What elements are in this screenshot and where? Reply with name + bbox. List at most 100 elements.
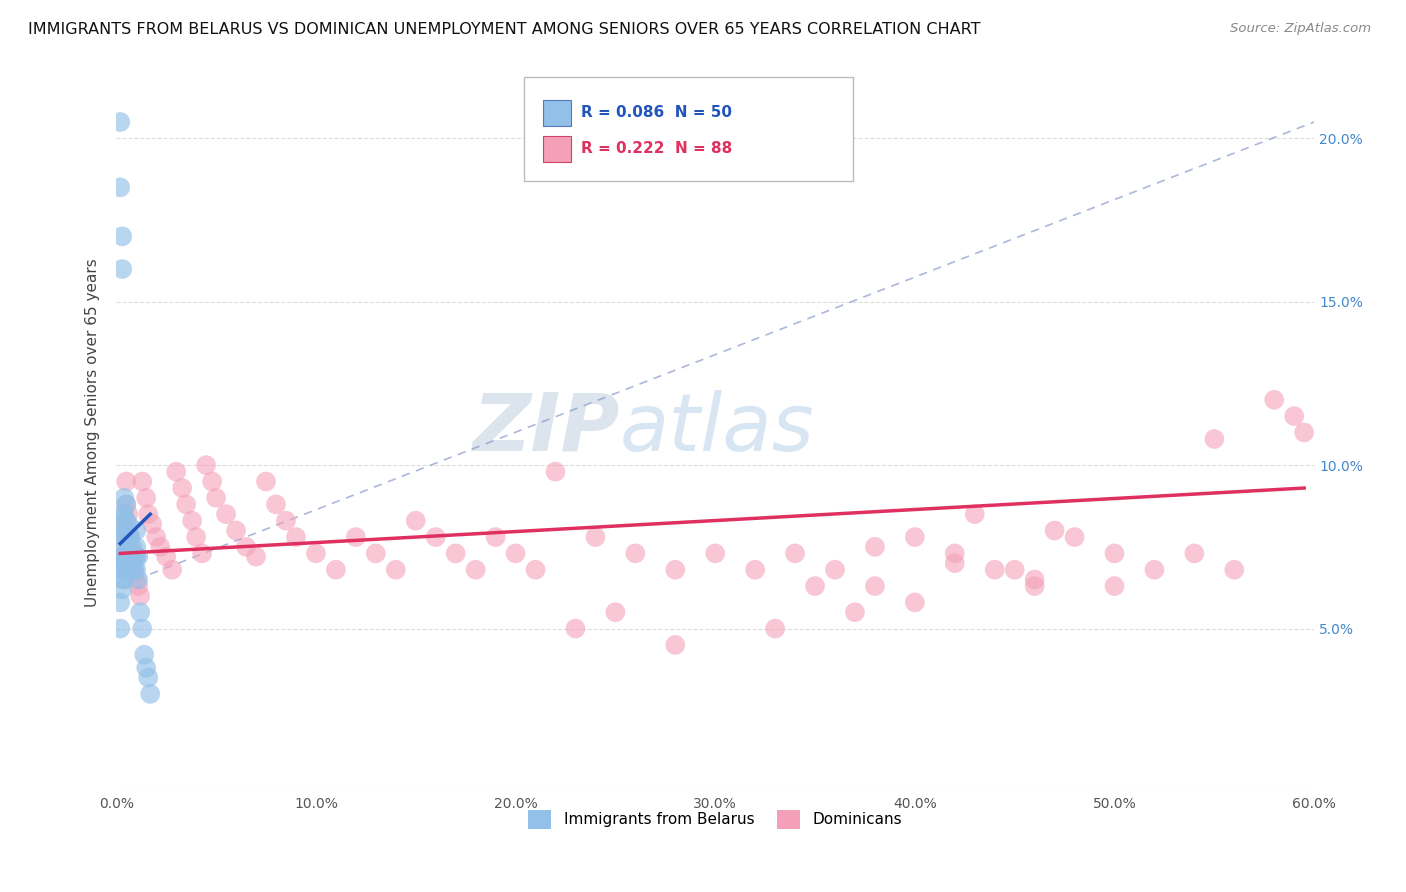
Point [111, 262, 134, 277]
Point [117, 516, 139, 531]
Point [121, 563, 143, 577]
Point [117, 556, 139, 570]
Point [1104, 579, 1126, 593]
Point [215, 507, 238, 521]
Point [112, 507, 135, 521]
Point [305, 546, 328, 560]
Point [201, 475, 224, 489]
Point [110, 622, 132, 636]
Point [110, 540, 132, 554]
Point [122, 563, 145, 577]
Point [195, 458, 218, 472]
Point [112, 549, 135, 564]
Point [284, 530, 307, 544]
Point [804, 579, 827, 593]
Point [704, 546, 727, 560]
Point [112, 524, 135, 538]
Text: R = 0.222  N = 88: R = 0.222 N = 88 [581, 141, 733, 156]
Point [225, 524, 247, 538]
Point [405, 514, 427, 528]
Point [125, 563, 148, 577]
Point [136, 507, 159, 521]
Point [564, 622, 586, 636]
Point [172, 481, 194, 495]
Point [783, 546, 806, 560]
Text: atlas: atlas [620, 390, 814, 468]
Point [254, 475, 277, 489]
Point [110, 180, 132, 194]
Point [135, 661, 157, 675]
Point [125, 573, 148, 587]
Point [1282, 409, 1305, 424]
Point [111, 516, 134, 531]
Point [264, 497, 287, 511]
Point [125, 540, 148, 554]
Point [131, 475, 153, 489]
Text: ZIP: ZIP [472, 390, 620, 468]
Point [112, 573, 135, 587]
Point [111, 229, 134, 244]
Point [110, 115, 132, 129]
Text: R = 0.086  N = 50: R = 0.086 N = 50 [581, 105, 733, 120]
Point [181, 514, 204, 528]
Point [131, 622, 153, 636]
Point [904, 530, 927, 544]
Point [125, 524, 148, 538]
Point [1043, 524, 1066, 538]
Point [117, 507, 139, 521]
Point [235, 540, 257, 554]
Point [135, 491, 157, 505]
Point [1004, 563, 1026, 577]
Point [1024, 573, 1046, 587]
Point [943, 546, 966, 560]
Point [125, 549, 148, 564]
Point [115, 546, 138, 560]
Point [122, 549, 145, 564]
Point [139, 687, 162, 701]
Point [165, 465, 187, 479]
Point [983, 563, 1005, 577]
Point [115, 530, 138, 544]
Point [121, 549, 143, 564]
Point [245, 549, 267, 564]
Point [112, 556, 135, 570]
Point [1204, 432, 1226, 446]
Point [149, 540, 172, 554]
Point [115, 497, 138, 511]
Point [444, 546, 467, 560]
Point [664, 638, 686, 652]
Point [174, 497, 197, 511]
Point [205, 491, 228, 505]
Point [844, 605, 866, 619]
Point [184, 530, 207, 544]
Point [127, 579, 149, 593]
Text: Source: ZipAtlas.com: Source: ZipAtlas.com [1230, 22, 1371, 36]
Point [664, 563, 686, 577]
Point [117, 543, 139, 558]
Point [744, 563, 766, 577]
Point [117, 524, 139, 538]
Point [115, 514, 138, 528]
Point [824, 563, 846, 577]
Point [121, 540, 143, 554]
Point [112, 556, 135, 570]
Point [904, 595, 927, 609]
Point [117, 530, 139, 544]
Point [111, 573, 134, 587]
Point [120, 530, 142, 544]
Point [129, 605, 152, 619]
Text: IMMIGRANTS FROM BELARUS VS DOMINICAN UNEMPLOYMENT AMONG SENIORS OVER 65 YEARS CO: IMMIGRANTS FROM BELARUS VS DOMINICAN UNE… [28, 22, 980, 37]
FancyBboxPatch shape [543, 100, 571, 126]
Point [505, 546, 527, 560]
Point [464, 563, 486, 577]
Point [344, 530, 367, 544]
Point [1104, 546, 1126, 560]
Point [120, 546, 142, 560]
Point [111, 507, 134, 521]
Legend: Immigrants from Belarus, Dominicans: Immigrants from Belarus, Dominicans [523, 804, 908, 835]
Point [141, 516, 163, 531]
Point [145, 530, 167, 544]
Point [524, 563, 547, 577]
Point [129, 589, 152, 603]
Point [425, 530, 447, 544]
